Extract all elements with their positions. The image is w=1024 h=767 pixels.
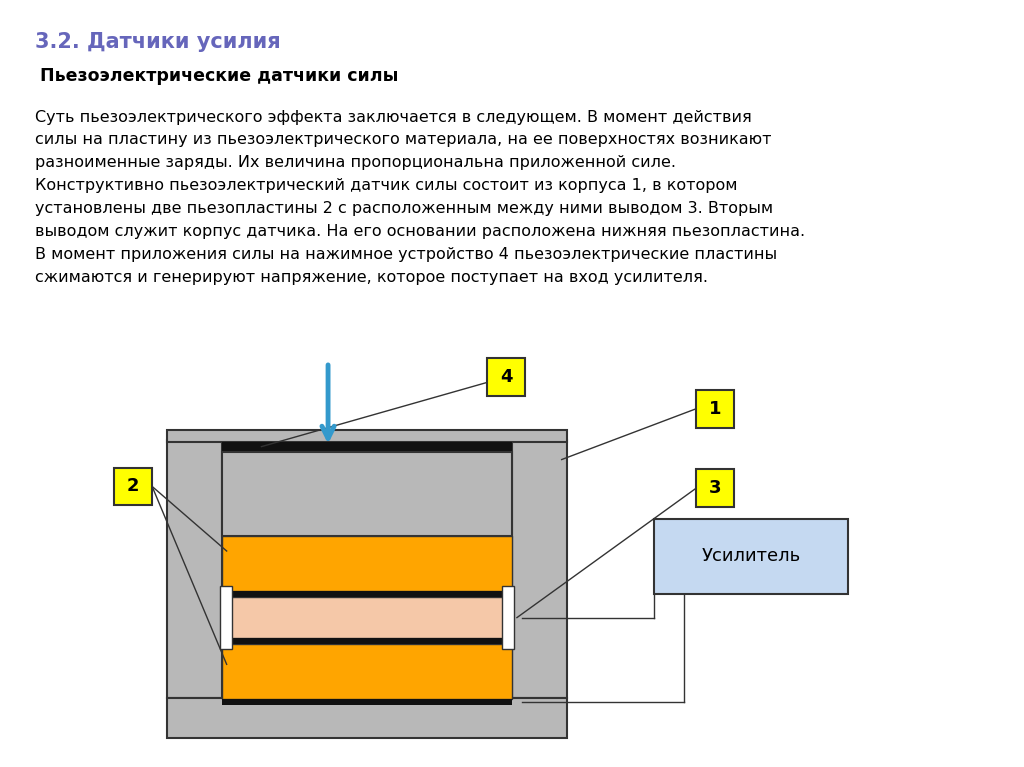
Bar	[221, 700, 512, 705]
Bar	[115, 468, 153, 505]
Text: силы на пластину из пьезоэлектрического материала, на ее поверхностях возникают: силы на пластину из пьезоэлектрического …	[35, 133, 771, 147]
Bar	[221, 644, 512, 700]
Bar	[512, 439, 566, 698]
Bar	[221, 536, 512, 591]
Text: Пьезоэлектрические датчики силы: Пьезоэлектрические датчики силы	[40, 67, 398, 85]
Bar	[221, 439, 512, 698]
Text: 4: 4	[500, 368, 512, 386]
Text: 2: 2	[127, 477, 139, 495]
Text: установлены две пьезопластины 2 с расположенным между ними выводом 3. Вторым: установлены две пьезопластины 2 с распол…	[35, 201, 773, 216]
Bar	[221, 442, 512, 452]
Text: выводом служит корпус датчика. На его основании расположена нижняя пьезопластина: выводом служит корпус датчика. На его ос…	[35, 224, 805, 239]
Text: Конструктивно пьезоэлектрический датчик силы состоит из корпуса 1, в котором: Конструктивно пьезоэлектрический датчик …	[35, 178, 737, 193]
Bar	[167, 698, 566, 738]
Text: Усилитель: Усилитель	[701, 548, 801, 565]
Bar	[221, 597, 512, 638]
Text: сжимаются и генерируют напряжение, которое поступает на вход усилителя.: сжимаются и генерируют напряжение, котор…	[35, 270, 708, 285]
Bar	[696, 469, 733, 507]
Text: 3.2. Датчики усилия: 3.2. Датчики усилия	[35, 32, 281, 52]
Text: В момент приложения силы на нажимное устройство 4 пьезоэлектрические пластины: В момент приложения силы на нажимное уст…	[35, 247, 777, 262]
Bar	[221, 591, 512, 597]
Bar	[487, 358, 525, 396]
Bar	[221, 638, 512, 644]
Bar	[221, 452, 512, 536]
Bar	[167, 430, 566, 442]
Bar	[220, 586, 231, 650]
Bar	[654, 519, 848, 594]
Text: 3: 3	[709, 479, 721, 497]
Text: 1: 1	[709, 400, 721, 418]
Text: разноименные заряды. Их величина пропорциональна приложенной силе.: разноименные заряды. Их величина пропорц…	[35, 156, 676, 170]
Bar	[502, 586, 514, 650]
Bar	[696, 390, 733, 428]
Bar	[167, 439, 221, 698]
Text: Суть пьезоэлектрического эффекта заключается в следующем. В момент действия: Суть пьезоэлектрического эффекта заключа…	[35, 110, 752, 124]
